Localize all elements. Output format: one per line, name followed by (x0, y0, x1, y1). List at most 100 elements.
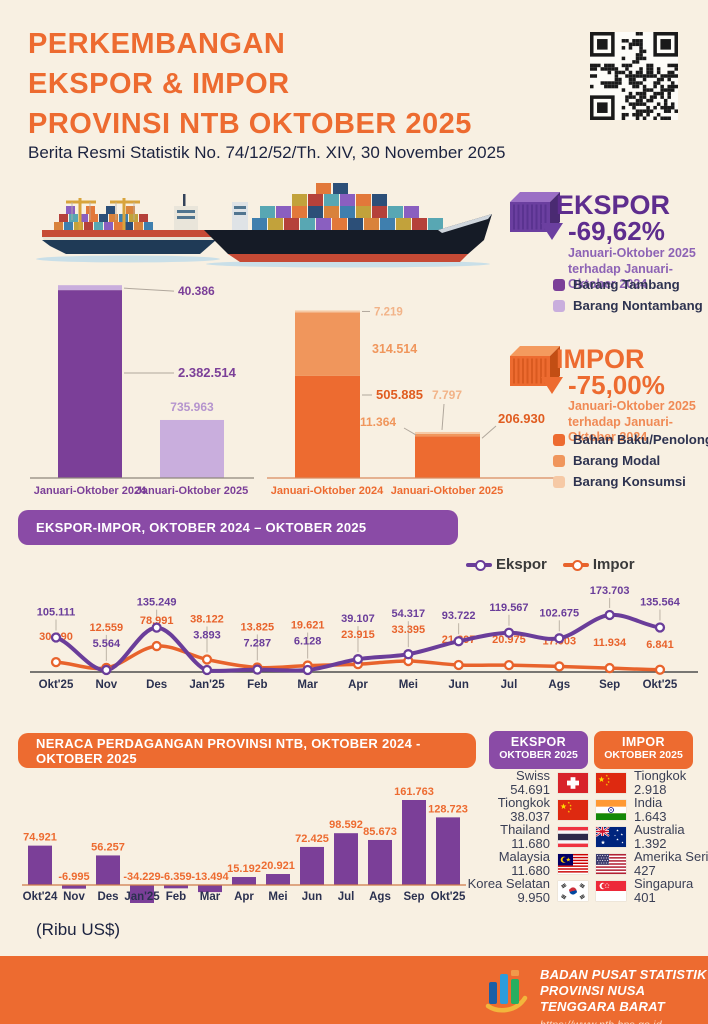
svg-text:Okt'25: Okt'25 (643, 679, 678, 691)
partner-country-value: Korea Selatan 9.950 (468, 877, 550, 904)
svg-text:74.921: 74.921 (23, 832, 57, 844)
footer-text: BADAN PUSAT STATISTIK PROVINSI NUSA TENG… (540, 967, 708, 1024)
svg-text:Feb: Feb (247, 679, 267, 691)
ekspor-summary-title: EKSPOR (556, 190, 671, 220)
partner-country: Singapura (634, 876, 694, 891)
svg-text:173.703: 173.703 (590, 585, 630, 597)
legend-item-ekspor: Ekspor (466, 556, 547, 573)
svg-text:Okt'25: Okt'25 (431, 891, 466, 903)
svg-text:Jun: Jun (302, 891, 322, 903)
legend-item-impor: Impor (562, 556, 635, 573)
svg-text:33.395: 33.395 (391, 624, 425, 636)
ekspor-legend: Barang Tambang Barang Nontambang (553, 277, 703, 319)
svg-text:102.675: 102.675 (539, 607, 579, 619)
page-title-line2: EKSPOR & IMPOR (28, 68, 290, 100)
impor-bar-chart: 7.219 314.514 505.885 11.364 7.797 206.930 Jan… (267, 306, 557, 497)
flag-south-korea (558, 880, 588, 901)
svg-text:54.317: 54.317 (391, 608, 425, 620)
footer: BADAN PUSAT STATISTIK PROVINSI NUSA TENG… (0, 956, 708, 1024)
ekspor-bar-chart: 40.386 2.382.514 735.963 Januari-Oktober 20… (30, 284, 254, 497)
svg-text:Jan'25: Jan'25 (124, 891, 160, 903)
partner-row: Malaysia 11.680 (470, 850, 588, 877)
flag-china (596, 772, 626, 793)
footer-org-line1: BADAN PUSAT STATISTIK (540, 967, 707, 982)
legend-item: Barang Nontambang (553, 298, 703, 313)
svg-text:2.382.514: 2.382.514 (178, 365, 237, 380)
svg-text:Nov: Nov (63, 891, 85, 903)
svg-text:Apr: Apr (234, 891, 254, 903)
svg-text:Apr: Apr (348, 679, 368, 691)
partner-value: 11.680 (511, 862, 550, 878)
legend-item: Barang Modal (553, 453, 708, 468)
impor-period: Januari-Oktober 2025 terhadap Januari- O… (568, 399, 696, 444)
svg-text:Jul: Jul (501, 679, 518, 691)
partner-value: 54.691 (510, 781, 550, 797)
partner-country-value: Swiss 54.691 (510, 769, 550, 796)
page-title: PERKEMBANGAN EKSPOR & IMPOR PROVINSI NTB… (28, 24, 472, 144)
legend-label: Barang Tambang (573, 277, 680, 292)
partner-value: 38.037 (510, 808, 550, 824)
svg-text:314.514: 314.514 (372, 342, 417, 356)
neraca-bar-chart: 74.921 Okt'24-6.995 Nov 56.257 Des -34.229 Jan… (22, 786, 468, 903)
svg-text:11.934: 11.934 (593, 637, 627, 649)
partner-country: Tiongkok (497, 795, 550, 810)
svg-text:6.841: 6.841 (646, 639, 674, 651)
svg-text:Mei: Mei (399, 679, 418, 691)
svg-text:-34.229: -34.229 (123, 871, 160, 883)
partner-row: Korea Selatan 9.950 (468, 877, 588, 904)
partner-value: 11.680 (511, 835, 550, 851)
unit-note: (Ribu US$) (36, 920, 121, 939)
partner-country-value: Australia 1.392 (634, 823, 685, 850)
down-arrow-icon (541, 223, 563, 240)
neraca-section-header: NERACA PERDAGANGAN PROVINSI NTB, OKTOBER… (18, 733, 476, 768)
svg-text:19.621: 19.621 (291, 620, 325, 632)
ekspor-partners-list: Swiss 54.691 Tiongkok 38.037 Thailand 11.680 M… (468, 769, 588, 904)
svg-text:Jun: Jun (448, 679, 468, 691)
impor-partners-list: Tiongkok 2.918 India 1.643 Australia 1.392 Ame… (596, 769, 708, 904)
svg-text:11.364: 11.364 (360, 415, 396, 429)
partner-country-value: Tiongkok 38.037 (498, 796, 550, 823)
down-arrow-icon (541, 377, 563, 394)
svg-text:7.797: 7.797 (432, 388, 462, 402)
flag-united-states (596, 853, 626, 874)
line-chart-legend: Ekspor Impor (466, 556, 635, 573)
partner-country: Thailand (500, 822, 550, 837)
svg-text:505.885: 505.885 (376, 387, 423, 402)
partner-country: Korea Selatan (467, 876, 550, 891)
partner-country-value: India 1.643 (634, 796, 667, 823)
bps-logo (485, 970, 528, 1013)
partner-country: Malaysia (498, 849, 550, 864)
flag-india (596, 799, 626, 820)
svg-text:20.921: 20.921 (261, 860, 295, 872)
legend-swatch (553, 475, 565, 488)
partner-row: Swiss 54.691 (470, 769, 588, 796)
svg-text:38.122: 38.122 (190, 613, 224, 625)
cargo-ship-small-illustration (36, 194, 220, 263)
svg-text:6.128: 6.128 (294, 636, 322, 648)
svg-text:Sep: Sep (599, 679, 620, 691)
svg-text:135.564: 135.564 (640, 597, 681, 609)
partner-row: India 1.643 (596, 796, 708, 823)
legend-label: Barang Modal (573, 453, 661, 468)
svg-text:93.722: 93.722 (442, 610, 476, 622)
svg-text:39.107: 39.107 (341, 613, 375, 625)
svg-text:Okt'24: Okt'24 (23, 891, 58, 903)
svg-text:Mar: Mar (200, 891, 221, 903)
svg-text:7.287: 7.287 (244, 637, 272, 649)
svg-text:206.930: 206.930 (498, 411, 545, 426)
svg-text:Jul: Jul (338, 891, 355, 903)
svg-text:98.592: 98.592 (329, 819, 363, 831)
svg-text:Januari-Oktober 2024: Januari-Oktober 2024 (34, 485, 147, 497)
partner-country: Australia (634, 822, 685, 837)
qr-code (590, 32, 678, 120)
partner-country: Amerika Serikat (634, 849, 708, 864)
svg-text:Des: Des (146, 679, 167, 691)
svg-text:128.723: 128.723 (428, 803, 468, 815)
partner-value: 1.392 (634, 835, 667, 851)
page-title-line3: PROVINSI NTB OKTOBER 2025 (28, 108, 472, 140)
partner-country-value: Tiongkok 2.918 (634, 769, 686, 796)
svg-text:Januari-Oktober 2025: Januari-Oktober 2025 (391, 485, 504, 497)
legend-swatch (553, 299, 565, 312)
svg-text:Sep: Sep (403, 891, 424, 903)
